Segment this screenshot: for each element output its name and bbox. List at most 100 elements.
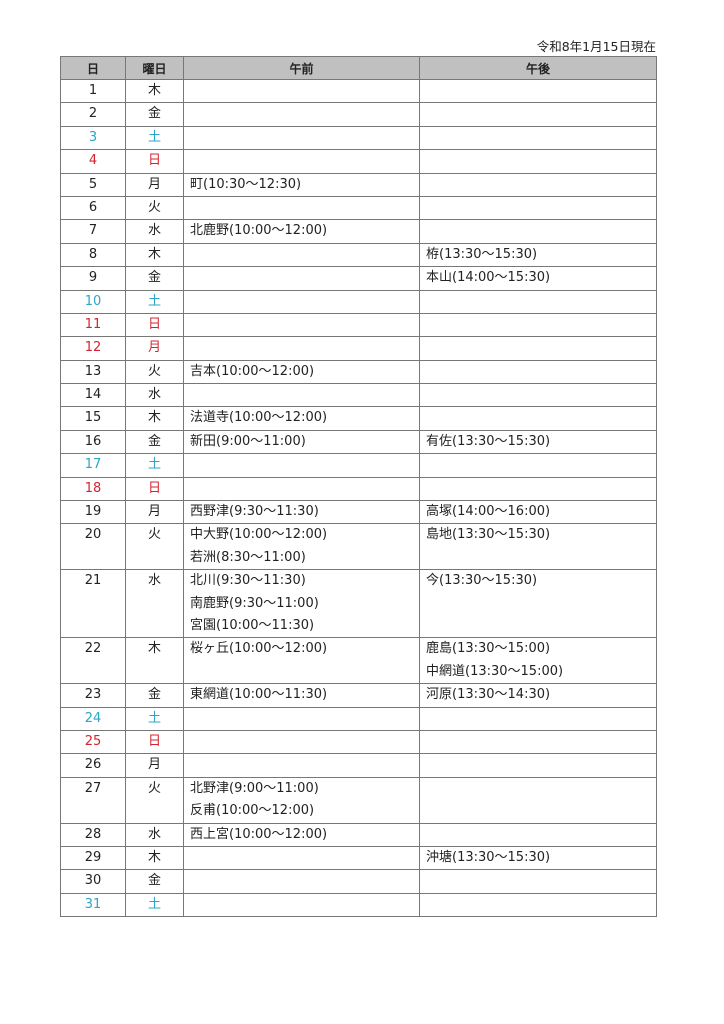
day-cell: 11 bbox=[60, 312, 126, 338]
day-cell: 7 bbox=[60, 219, 126, 244]
table-row: 11 日 bbox=[60, 312, 657, 338]
table-row: 25 日 bbox=[60, 729, 657, 755]
pm-cell: 島地(13:30～15:30) bbox=[419, 523, 657, 571]
weekday-cell-text: 日 bbox=[147, 733, 161, 749]
visit-entry: 沖塘(13:30～15:30) bbox=[426, 849, 551, 865]
day-cell-text: 9 bbox=[88, 270, 98, 286]
weekday-cell-text: 木 bbox=[147, 641, 161, 657]
pm-cell: 河原(13:30～14:30) bbox=[419, 683, 657, 708]
weekday-cell-text: 日 bbox=[147, 153, 161, 169]
visit-entry: 桜ヶ丘(10:00～12:00) bbox=[190, 641, 328, 657]
weekday-cell: 金 bbox=[125, 683, 184, 708]
day-cell-text: 2 bbox=[88, 106, 98, 122]
day-cell-text: 6 bbox=[88, 199, 98, 215]
am-cell: 東網道(10:00～11:30) bbox=[183, 683, 420, 708]
day-cell: 14 bbox=[60, 383, 126, 408]
pm-cell bbox=[419, 869, 657, 894]
pm-cell bbox=[419, 336, 657, 361]
weekday-cell-text: 土 bbox=[147, 457, 161, 473]
table-row: 8 木 栫(13:30～15:30) bbox=[60, 242, 657, 268]
table-row: 15 木 法道寺(10:00～12:00) bbox=[60, 406, 657, 431]
am-cell bbox=[183, 336, 420, 361]
visit-entry: 高塚(14:00～16:00) bbox=[426, 504, 551, 520]
visit-entry: 西野津(9:30～11:30) bbox=[190, 504, 319, 520]
visit-entry: 吉本(10:00～12:00) bbox=[190, 363, 315, 379]
schedule-table: 日 曜日 午前 午後 1 木 2 金 3 土 4 日 5 月町(10:30～12:30) 6 火 7 水北… bbox=[60, 56, 657, 918]
am-cell: 町(10:30～12:30) bbox=[183, 172, 420, 197]
am-cell bbox=[183, 266, 420, 291]
header-weekday: 曜日 bbox=[125, 56, 184, 80]
weekday-cell-text: 木 bbox=[147, 849, 161, 865]
table-row: 18 日 bbox=[60, 476, 657, 502]
pm-cell: 沖塘(13:30～15:30) bbox=[419, 845, 657, 871]
pm-cell bbox=[419, 729, 657, 755]
day-cell: 20 bbox=[60, 523, 126, 571]
visit-entry: 北野津(9:00～11:00) bbox=[190, 780, 319, 796]
weekday-cell: 土 bbox=[125, 289, 184, 314]
am-cell bbox=[183, 706, 420, 731]
am-cell: 桜ヶ丘(10:00～12:00) bbox=[183, 637, 420, 685]
pm-cell: 栫(13:30～15:30) bbox=[419, 242, 657, 268]
pm-cell: 本山(14:00～15:30) bbox=[419, 266, 657, 291]
visit-entry: 南鹿野(9:30～11:00) bbox=[190, 595, 319, 611]
table-row: 23 金 東網道(10:00～11:30) 河原(13:30～14:30) bbox=[60, 683, 657, 708]
day-cell-text: 15 bbox=[84, 410, 102, 426]
pm-cell bbox=[419, 102, 657, 127]
day-cell-text: 4 bbox=[88, 153, 98, 169]
day-cell: 19 bbox=[60, 500, 126, 525]
day-cell: 9 bbox=[60, 266, 126, 291]
day-cell: 6 bbox=[60, 195, 126, 221]
day-cell-text: 21 bbox=[84, 573, 102, 589]
table-row: 26 月 bbox=[60, 753, 657, 778]
day-cell: 22 bbox=[60, 637, 126, 685]
visit-entry: 西上宮(10:00～12:00) bbox=[190, 826, 328, 842]
table-row: 16 金 新田(9:00～11:00) 有佐(13:30～15:30) bbox=[60, 429, 657, 455]
weekday-cell: 水 bbox=[125, 822, 184, 847]
am-cell bbox=[183, 753, 420, 778]
pm-cell bbox=[419, 219, 657, 244]
pm-cell bbox=[419, 406, 657, 431]
visit-entry: 栫(13:30～15:30) bbox=[426, 246, 538, 262]
day-cell: 16 bbox=[60, 429, 126, 455]
pm-cell bbox=[419, 822, 657, 847]
weekday-cell-text: 金 bbox=[147, 873, 161, 889]
am-cell bbox=[183, 78, 420, 104]
weekday-cell: 木 bbox=[125, 845, 184, 871]
day-cell: 18 bbox=[60, 476, 126, 502]
weekday-cell: 火 bbox=[125, 776, 184, 824]
weekday-cell-text: 火 bbox=[147, 527, 161, 543]
day-cell: 17 bbox=[60, 453, 126, 478]
am-cell bbox=[183, 289, 420, 314]
weekday-cell: 月 bbox=[125, 172, 184, 197]
pm-cell: 鹿島(13:30～15:00) 中網道(13:30～15:00) bbox=[419, 637, 657, 685]
day-cell-text: 13 bbox=[84, 363, 102, 379]
weekday-cell: 木 bbox=[125, 242, 184, 268]
weekday-cell-text: 火 bbox=[147, 363, 161, 379]
pm-cell bbox=[419, 289, 657, 314]
day-cell-text: 16 bbox=[84, 433, 102, 449]
am-cell: 西野津(9:30～11:30) bbox=[183, 500, 420, 525]
day-cell-text: 1 bbox=[88, 83, 98, 98]
day-cell-text: 17 bbox=[84, 457, 102, 473]
am-cell bbox=[183, 869, 420, 894]
weekday-cell: 金 bbox=[125, 102, 184, 127]
weekday-cell-text: 日 bbox=[147, 480, 161, 496]
pm-cell bbox=[419, 383, 657, 408]
day-cell-text: 12 bbox=[84, 340, 102, 356]
weekday-cell-text: 木 bbox=[147, 410, 161, 426]
table-row: 20 火 中大野(10:00～12:00) 若洲(8:30～11:00) 島地(13:3… bbox=[60, 523, 657, 571]
visit-entry: 北鹿野(10:00～12:00) bbox=[190, 223, 328, 239]
header-pm: 午後 bbox=[419, 56, 657, 80]
table-row: 24 土 bbox=[60, 706, 657, 731]
visit-entry: 中大野(10:00～12:00) bbox=[190, 527, 328, 543]
day-cell-text: 25 bbox=[84, 733, 102, 749]
pm-cell bbox=[419, 172, 657, 197]
day-cell-text: 24 bbox=[84, 710, 102, 726]
pm-cell bbox=[419, 776, 657, 824]
weekday-cell-text: 金 bbox=[147, 270, 161, 286]
weekday-cell: 土 bbox=[125, 892, 184, 918]
weekday-cell-text: 水 bbox=[147, 387, 161, 403]
